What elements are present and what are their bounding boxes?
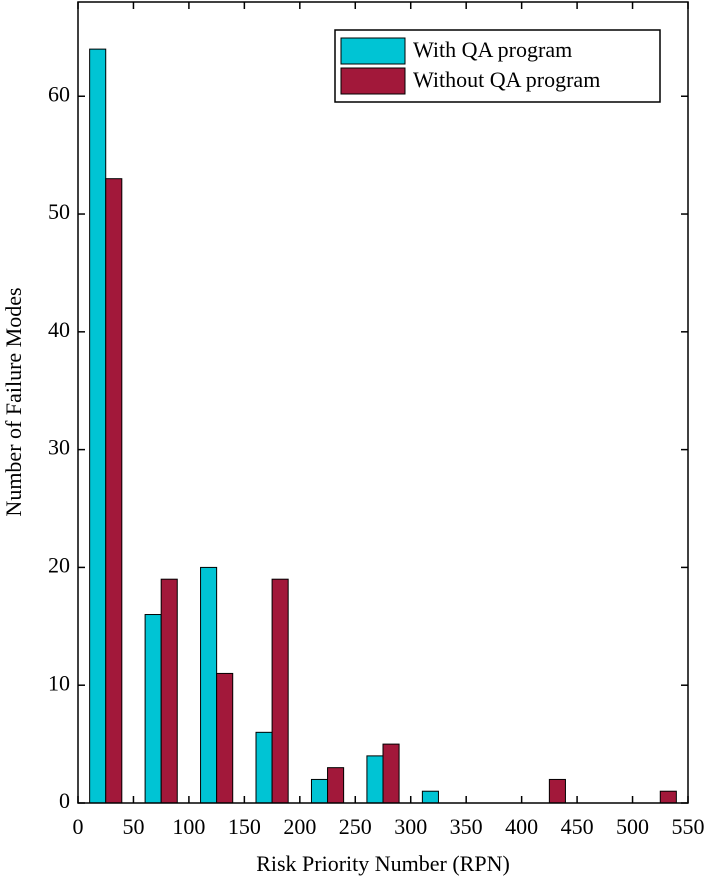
bar [327,767,345,804]
bar [421,790,439,804]
bar [89,48,107,804]
bar [310,778,329,804]
x-tick-label: 300 [394,814,427,839]
y-tick-label: 10 [48,670,70,695]
y-tick-label: 30 [48,435,70,460]
x-tick-label: 0 [73,814,84,839]
bar [382,743,400,804]
bar [216,672,234,804]
y-tick-label: 60 [48,81,70,106]
plot-frame [77,1,689,804]
bar [144,614,162,804]
x-axis-label: Risk Priority Number (RPN) [256,851,510,876]
y-tick-label: 20 [48,552,70,577]
bar [105,178,123,804]
x-tick-label: 200 [283,814,316,839]
x-tick-label: 350 [450,814,483,839]
y-tick-label: 50 [48,199,70,224]
bar [548,778,566,804]
bar [366,755,384,804]
y-tick-label: 0 [59,788,70,813]
x-tick-label: 150 [228,814,261,839]
legend-label: Without QA program [413,67,600,92]
y-tick-label: 40 [48,317,70,342]
bar [659,790,677,804]
x-tick-label: 100 [172,814,205,839]
legend-swatch [340,67,406,95]
x-tick-label: 400 [505,814,538,839]
x-tick-label: 550 [672,814,705,839]
x-tick-label: 250 [339,814,372,839]
bar [271,578,289,804]
x-tick-label: 450 [561,814,594,839]
x-tick-label: 500 [616,814,649,839]
y-axis-label: Number of Failure Modes [1,287,26,516]
bar [255,731,273,804]
legend-swatch [340,37,406,65]
x-tick-label: 50 [122,814,144,839]
bar [160,578,178,804]
legend-label: With QA program [413,37,572,62]
bar [200,566,218,804]
